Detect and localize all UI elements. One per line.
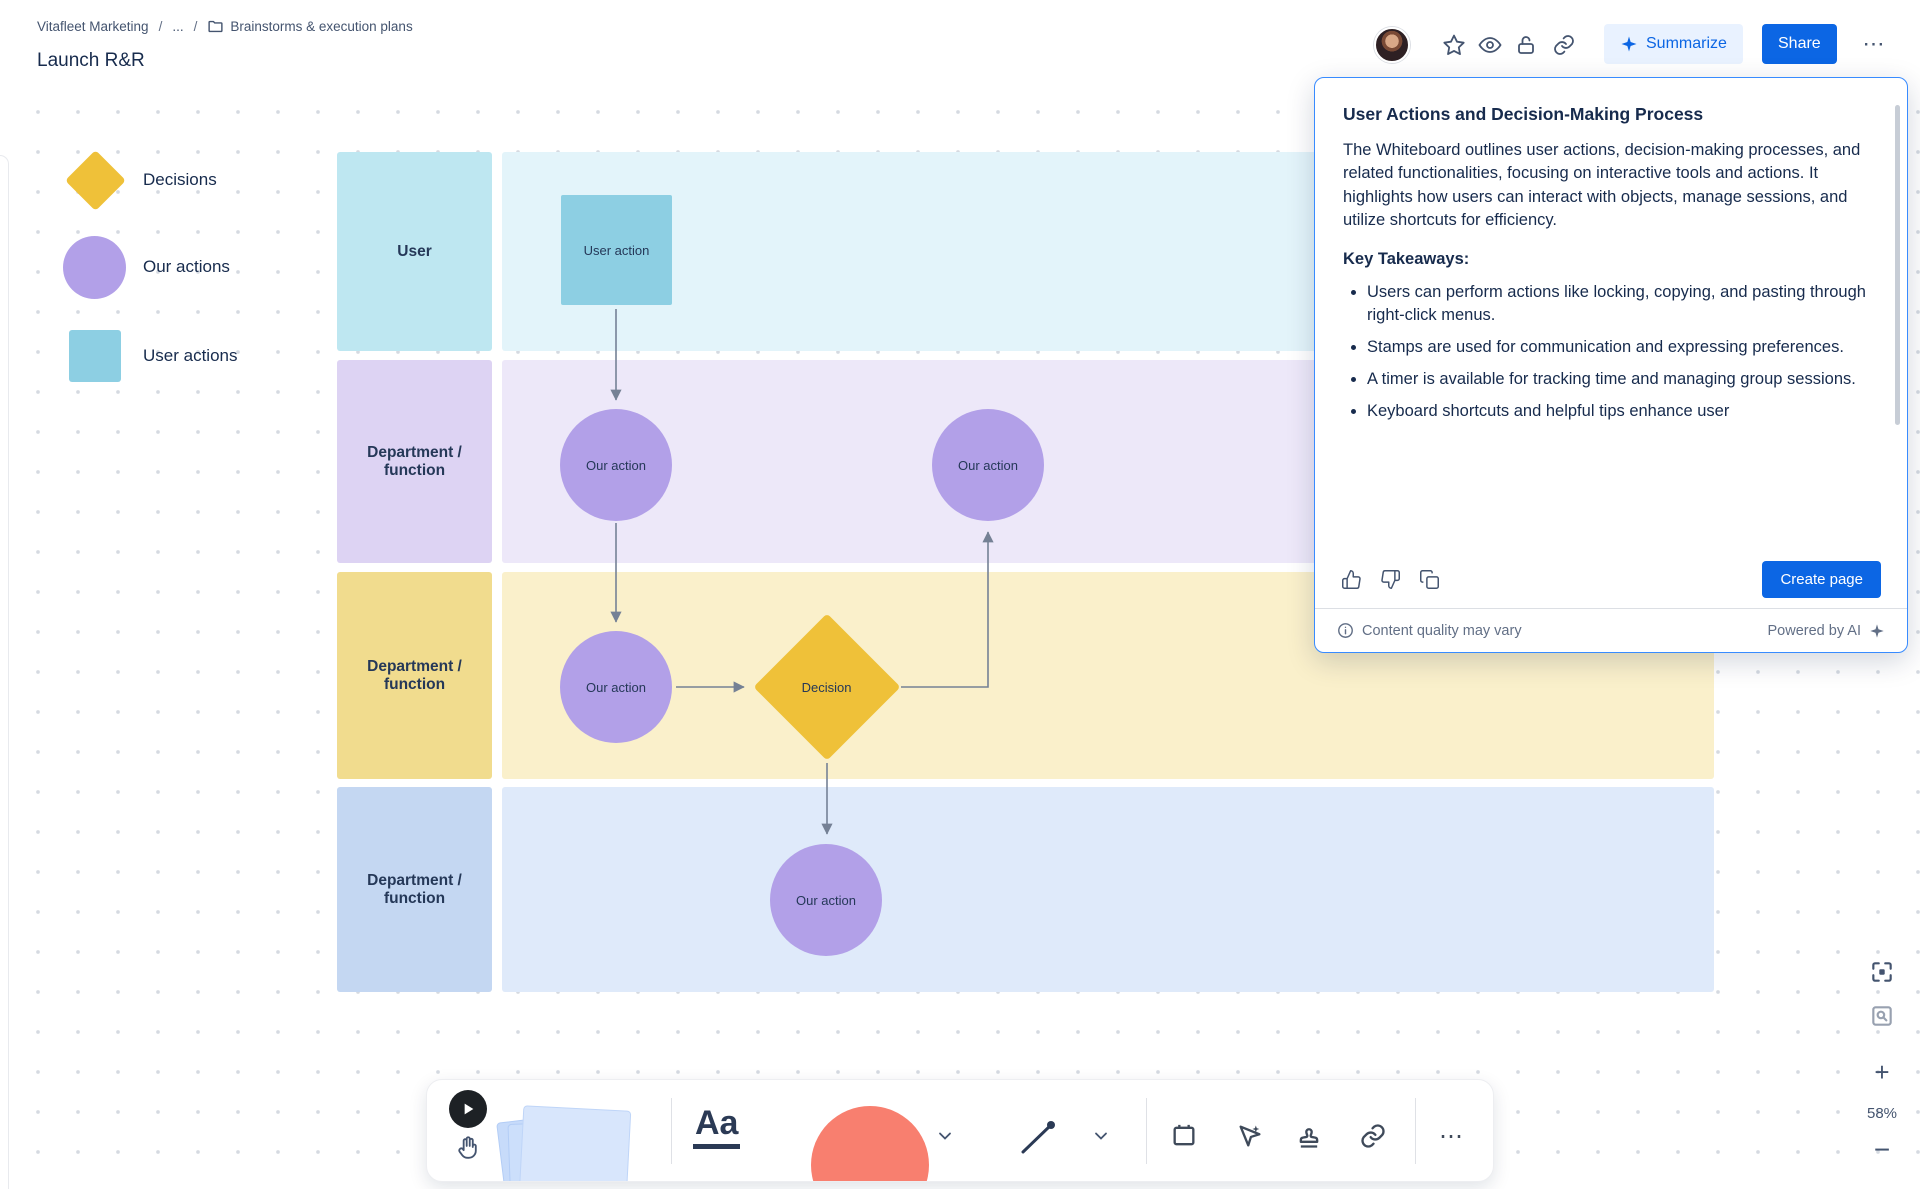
ai-takeaway-item: Users can perform actions like locking, … [1367,281,1877,327]
legend-label-decisions[interactable]: Decisions [143,170,217,189]
zoom-out-button[interactable]: − [1873,1134,1891,1165]
toolbar-more-button[interactable]: ⋯ [1439,1122,1463,1150]
breadcrumb-site-link[interactable]: Vitafleet Marketing [37,19,149,34]
shape-tool-chevron-down-icon[interactable] [935,1126,957,1148]
text-tool[interactable]: Aa [693,1105,741,1149]
ai-summary-panel: User Actions and Decision-Making Process… [1314,77,1908,653]
lock-icon[interactable] [1512,31,1540,59]
node-user-action[interactable]: User action [561,195,672,305]
legend-circle-our-actions[interactable] [63,236,126,299]
ai-summary-body: The Whiteboard outlines user actions, de… [1343,141,1861,230]
powered-by-ai-label: Powered by AI [1767,622,1862,639]
copy-link-icon[interactable] [1550,31,1578,59]
node-our-action-3[interactable]: Our action [932,409,1044,521]
ai-takeaway-item: A timer is available for tracking time a… [1367,368,1877,391]
legend-label-our-actions[interactable]: Our actions [143,257,230,276]
ai-panel-footer: Content quality may vary Powered by AI [1315,608,1907,652]
breadcrumb-ellipsis[interactable]: ... [172,19,184,34]
laser-pointer-tool[interactable] [1228,1114,1272,1158]
ai-takeaway-item: Keyboard shortcuts and helpful tips enha… [1367,400,1877,423]
page-title: Launch R&R [37,50,145,71]
whiteboard-toolbar: Aa ⋯ [426,1079,1494,1182]
breadcrumb-separator: / [158,19,163,34]
link-tool[interactable] [1351,1114,1395,1158]
stamp-tool[interactable] [1287,1114,1331,1158]
connector-decision-ouraction3[interactable] [901,531,994,688]
sticky-note-tool[interactable] [496,1100,649,1181]
zoom-to-selection-icon[interactable] [1866,1000,1898,1032]
ai-sparkle-icon [1869,623,1885,639]
user-avatar[interactable] [1374,27,1410,63]
zoom-in-button[interactable]: + [1874,1056,1890,1087]
node-our-action-2[interactable]: Our action [560,631,672,743]
share-button[interactable]: Share [1762,24,1837,64]
ai-takeaways-list: Users can perform actions like locking, … [1367,281,1877,423]
ai-summary-content: User Actions and Decision-Making Process… [1315,78,1907,550]
node-our-action-4[interactable]: Our action [770,844,882,956]
watch-eye-icon[interactable] [1476,31,1504,59]
lane-body-dept-3[interactable] [502,787,1714,992]
quality-note: Content quality may vary [1362,622,1522,639]
ai-summary-title: User Actions and Decision-Making Process [1343,104,1704,124]
header-bar [0,0,1920,80]
node-our-action-1[interactable]: Our action [560,409,672,521]
more-actions-button[interactable]: ⋯ [1862,31,1886,56]
pan-hand-tool[interactable] [455,1134,483,1162]
legend-square-user-actions[interactable] [69,330,121,382]
breadcrumb-page-link[interactable]: Brainstorms & execution plans [207,18,413,35]
zoom-level[interactable]: 58% [1866,1104,1898,1122]
shape-tool[interactable] [811,1106,929,1181]
lane-header-dept-1[interactable]: Department / function [337,360,492,563]
legend-label-user-actions[interactable]: User actions [143,346,238,365]
copy-summary-icon[interactable] [1419,569,1440,590]
ai-actions-row: Create page [1315,550,1907,608]
summarize-button[interactable]: Summarize [1604,24,1743,64]
ai-sparkle-icon [1620,35,1638,53]
create-page-button[interactable]: Create page [1762,560,1881,598]
lane-header-user[interactable]: User [337,152,492,351]
connector-line-tool[interactable] [1013,1112,1061,1160]
toolbar-divider [1415,1098,1416,1164]
favorite-star-icon[interactable] [1440,31,1468,59]
lane-header-dept-3[interactable]: Department / function [337,787,492,992]
present-play-button[interactable] [449,1090,487,1128]
info-icon [1337,622,1354,639]
folder-icon [207,18,224,35]
breadcrumb-separator: / [193,19,198,34]
left-panel-edge [0,155,9,1189]
thumbs-up-icon[interactable] [1341,569,1362,590]
toolbar-divider [671,1098,672,1164]
frame-tool[interactable] [1162,1114,1206,1158]
thumbs-down-icon[interactable] [1380,569,1401,590]
lane-header-dept-2[interactable]: Department / function [337,572,492,779]
line-tool-chevron-down-icon[interactable] [1091,1126,1113,1148]
ai-takeaways-heading: Key Takeaways: [1343,249,1470,268]
breadcrumb: Vitafleet Marketing / ... / Brainstorms … [37,18,413,35]
fit-to-screen-icon[interactable] [1866,956,1898,988]
toolbar-divider [1146,1098,1147,1164]
ai-takeaway-item: Stamps are used for communication and ex… [1367,336,1877,359]
panel-scrollbar[interactable] [1895,105,1900,425]
sticky-note-sheet [518,1105,632,1181]
